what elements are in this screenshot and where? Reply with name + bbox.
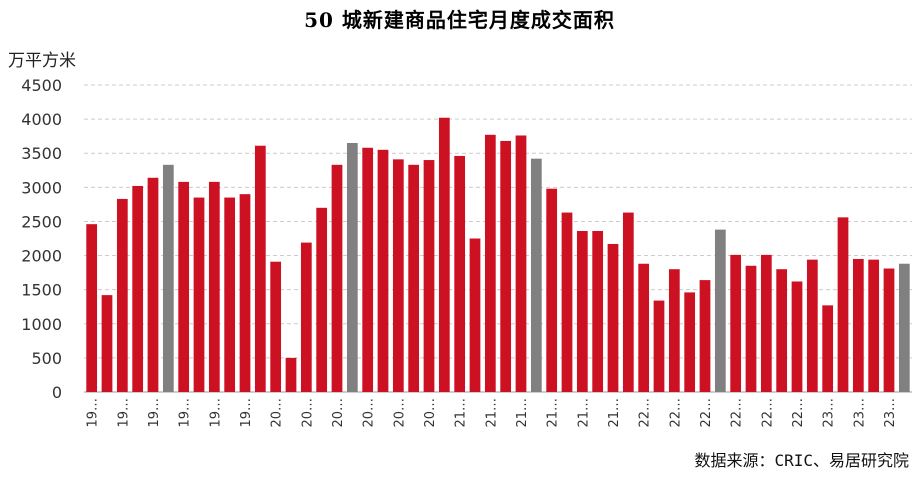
bar	[132, 185, 144, 392]
bar	[806, 259, 818, 392]
x-tick-label: 21…	[515, 398, 530, 428]
x-tick-label: 19…	[86, 398, 101, 428]
bar	[837, 217, 849, 392]
bar	[346, 142, 358, 392]
bar	[224, 197, 236, 392]
bar	[208, 181, 220, 392]
bar	[469, 238, 481, 392]
bar	[331, 164, 343, 392]
x-axis-ticks: 19… 19… 19… 19… 19… 19… 20… 20… 20… 20… 20… 20… 21… 2…	[86, 398, 898, 428]
bar	[868, 259, 880, 392]
bar	[852, 258, 864, 392]
y-axis-ticks: 0 500 1000 1500 2000 2500 3000 3500 4000 4500	[21, 76, 62, 402]
x-tick-label: 21…	[607, 398, 622, 428]
bar	[607, 243, 619, 392]
bar	[883, 268, 895, 392]
x-tick-label: 19…	[178, 398, 193, 428]
bar	[285, 357, 297, 392]
bar	[423, 160, 435, 392]
x-tick-label: 21…	[454, 398, 469, 428]
bar	[116, 198, 128, 392]
x-tick-label: 22…	[638, 398, 653, 428]
x-tick-label: 19…	[147, 398, 162, 428]
gridlines	[84, 84, 912, 393]
y-tick-label: 4500	[21, 76, 62, 95]
bar	[668, 269, 680, 392]
source-note: 数据来源：CRIC、易居研究院	[694, 451, 909, 470]
x-tick-label: 20…	[300, 398, 315, 428]
y-tick-label: 500	[31, 349, 62, 368]
bar	[546, 188, 558, 392]
bar	[776, 269, 788, 392]
bar	[576, 230, 588, 392]
y-tick-label: 3000	[21, 178, 62, 197]
x-tick-label: 23…	[883, 398, 898, 428]
bar	[270, 261, 282, 392]
bar	[193, 197, 205, 392]
bar	[86, 224, 98, 392]
bar	[438, 117, 450, 392]
y-tick-label: 2500	[21, 212, 62, 231]
y-tick-label: 2000	[21, 247, 62, 266]
bar	[638, 263, 650, 392]
x-tick-label: 22…	[760, 398, 775, 428]
bar	[745, 265, 757, 392]
bar	[300, 242, 312, 392]
x-tick-label: 22…	[699, 398, 714, 428]
x-tick-label: 19…	[239, 398, 254, 428]
bar	[392, 159, 404, 392]
y-tick-label: 0	[52, 383, 62, 402]
x-tick-label: 21…	[546, 398, 561, 428]
y-tick-label: 1500	[21, 281, 62, 300]
x-tick-label: 20…	[331, 398, 346, 428]
bar	[362, 147, 374, 392]
bar	[500, 140, 512, 392]
x-tick-label: 19…	[116, 398, 131, 428]
y-tick-label: 4000	[21, 110, 62, 129]
bar	[377, 149, 389, 392]
bar	[101, 295, 113, 392]
bar	[622, 212, 634, 392]
x-tick-label: 22…	[791, 398, 806, 428]
x-tick-label: 20…	[423, 398, 438, 428]
bar	[898, 263, 910, 392]
bars	[86, 117, 910, 393]
bar	[484, 134, 496, 392]
bar	[730, 254, 742, 392]
bar	[408, 164, 420, 392]
bar	[162, 164, 174, 392]
bar	[699, 280, 711, 392]
bar	[316, 207, 328, 392]
x-tick-label: 20…	[362, 398, 377, 428]
y-tick-label: 3500	[21, 144, 62, 163]
bar	[147, 177, 159, 392]
y-axis-unit-label: 万平方米	[8, 51, 76, 71]
x-tick-label: 20…	[392, 398, 407, 428]
x-tick-label: 21…	[484, 398, 499, 428]
x-tick-label: 23…	[822, 398, 837, 428]
x-tick-label: 22…	[730, 398, 745, 428]
x-tick-label: 22…	[668, 398, 683, 428]
x-tick-label: 23…	[852, 398, 867, 428]
bar	[515, 135, 527, 393]
bar	[530, 158, 542, 392]
bar	[760, 254, 772, 392]
bar	[239, 194, 251, 392]
y-tick-label: 1000	[21, 315, 62, 334]
bar	[178, 181, 190, 392]
chart-title: 50 城新建商品住宅月度成交面积	[304, 8, 615, 32]
bar	[454, 155, 466, 392]
x-tick-label: 20…	[270, 398, 285, 428]
x-tick-label: 19…	[208, 398, 223, 428]
bar	[684, 292, 696, 392]
bar	[714, 229, 726, 392]
bar	[791, 281, 803, 392]
bar	[653, 300, 665, 392]
bar	[592, 230, 604, 392]
bar	[822, 305, 834, 392]
x-tick-label: 21…	[576, 398, 591, 428]
bar	[254, 145, 266, 392]
bar	[561, 212, 573, 392]
